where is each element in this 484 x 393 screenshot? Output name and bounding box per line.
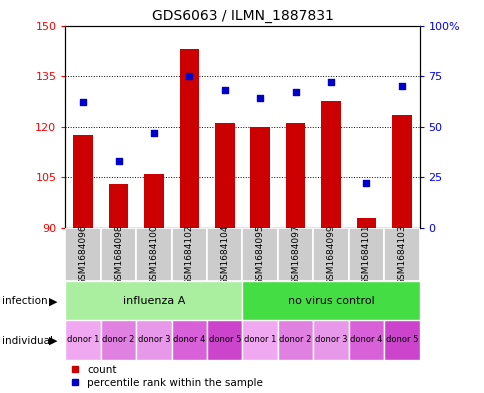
Text: donor 2: donor 2 [279, 336, 311, 344]
Point [256, 95, 263, 101]
Bar [171, 320, 207, 360]
Point [79, 99, 87, 106]
Bar [101, 320, 136, 360]
Text: donor 5: donor 5 [208, 336, 241, 344]
Bar [214, 123, 234, 228]
Bar [277, 320, 313, 360]
Bar [242, 281, 419, 320]
Text: GSM1684098: GSM1684098 [114, 224, 123, 285]
Text: infection: infection [2, 296, 48, 307]
Bar [391, 115, 411, 228]
Bar [179, 49, 199, 228]
Text: GSM1684097: GSM1684097 [290, 224, 300, 285]
Bar [242, 320, 277, 360]
Text: donor 3: donor 3 [137, 336, 170, 344]
Bar [65, 320, 101, 360]
Text: donor 4: donor 4 [173, 336, 205, 344]
Point [397, 83, 405, 89]
Text: donor 1: donor 1 [243, 336, 276, 344]
Bar [101, 228, 136, 281]
Text: GSM1684099: GSM1684099 [326, 224, 335, 285]
Bar [108, 184, 128, 228]
Point [362, 180, 369, 187]
Text: influenza A: influenza A [122, 296, 185, 306]
Bar [348, 228, 383, 281]
Bar [320, 101, 340, 228]
Text: donor 4: donor 4 [349, 336, 382, 344]
Point [150, 130, 157, 136]
Bar [136, 320, 171, 360]
Point [114, 158, 122, 164]
Bar [285, 123, 305, 228]
Point [291, 89, 299, 95]
Bar [65, 228, 101, 281]
Title: GDS6063 / ILMN_1887831: GDS6063 / ILMN_1887831 [151, 9, 333, 23]
Bar [383, 320, 419, 360]
Text: donor 5: donor 5 [385, 336, 417, 344]
Legend: count, percentile rank within the sample: count, percentile rank within the sample [71, 365, 263, 388]
Text: ▶: ▶ [48, 296, 57, 307]
Bar [383, 228, 419, 281]
Bar [242, 228, 277, 281]
Text: GSM1684101: GSM1684101 [361, 224, 370, 285]
Text: no virus control: no virus control [287, 296, 374, 306]
Text: donor 2: donor 2 [102, 336, 135, 344]
Text: GSM1684100: GSM1684100 [149, 224, 158, 285]
Bar [313, 320, 348, 360]
Bar [277, 228, 313, 281]
Bar [207, 228, 242, 281]
Bar [313, 228, 348, 281]
Point [185, 73, 193, 79]
Bar [171, 228, 207, 281]
Text: GSM1684096: GSM1684096 [78, 224, 88, 285]
Point [220, 87, 228, 94]
Text: ▶: ▶ [48, 336, 57, 346]
Point [326, 79, 334, 85]
Text: GSM1684095: GSM1684095 [255, 224, 264, 285]
Text: individual: individual [2, 336, 53, 346]
Bar [73, 135, 93, 228]
Bar [348, 320, 383, 360]
Bar [136, 228, 171, 281]
Text: GSM1684104: GSM1684104 [220, 224, 229, 285]
Bar [356, 218, 376, 228]
Text: donor 3: donor 3 [314, 336, 347, 344]
Bar [250, 127, 270, 228]
Text: GSM1684103: GSM1684103 [396, 224, 406, 285]
Text: donor 1: donor 1 [67, 336, 99, 344]
Text: GSM1684102: GSM1684102 [184, 224, 194, 285]
Bar [207, 320, 242, 360]
Bar [65, 281, 242, 320]
Bar [144, 174, 164, 228]
